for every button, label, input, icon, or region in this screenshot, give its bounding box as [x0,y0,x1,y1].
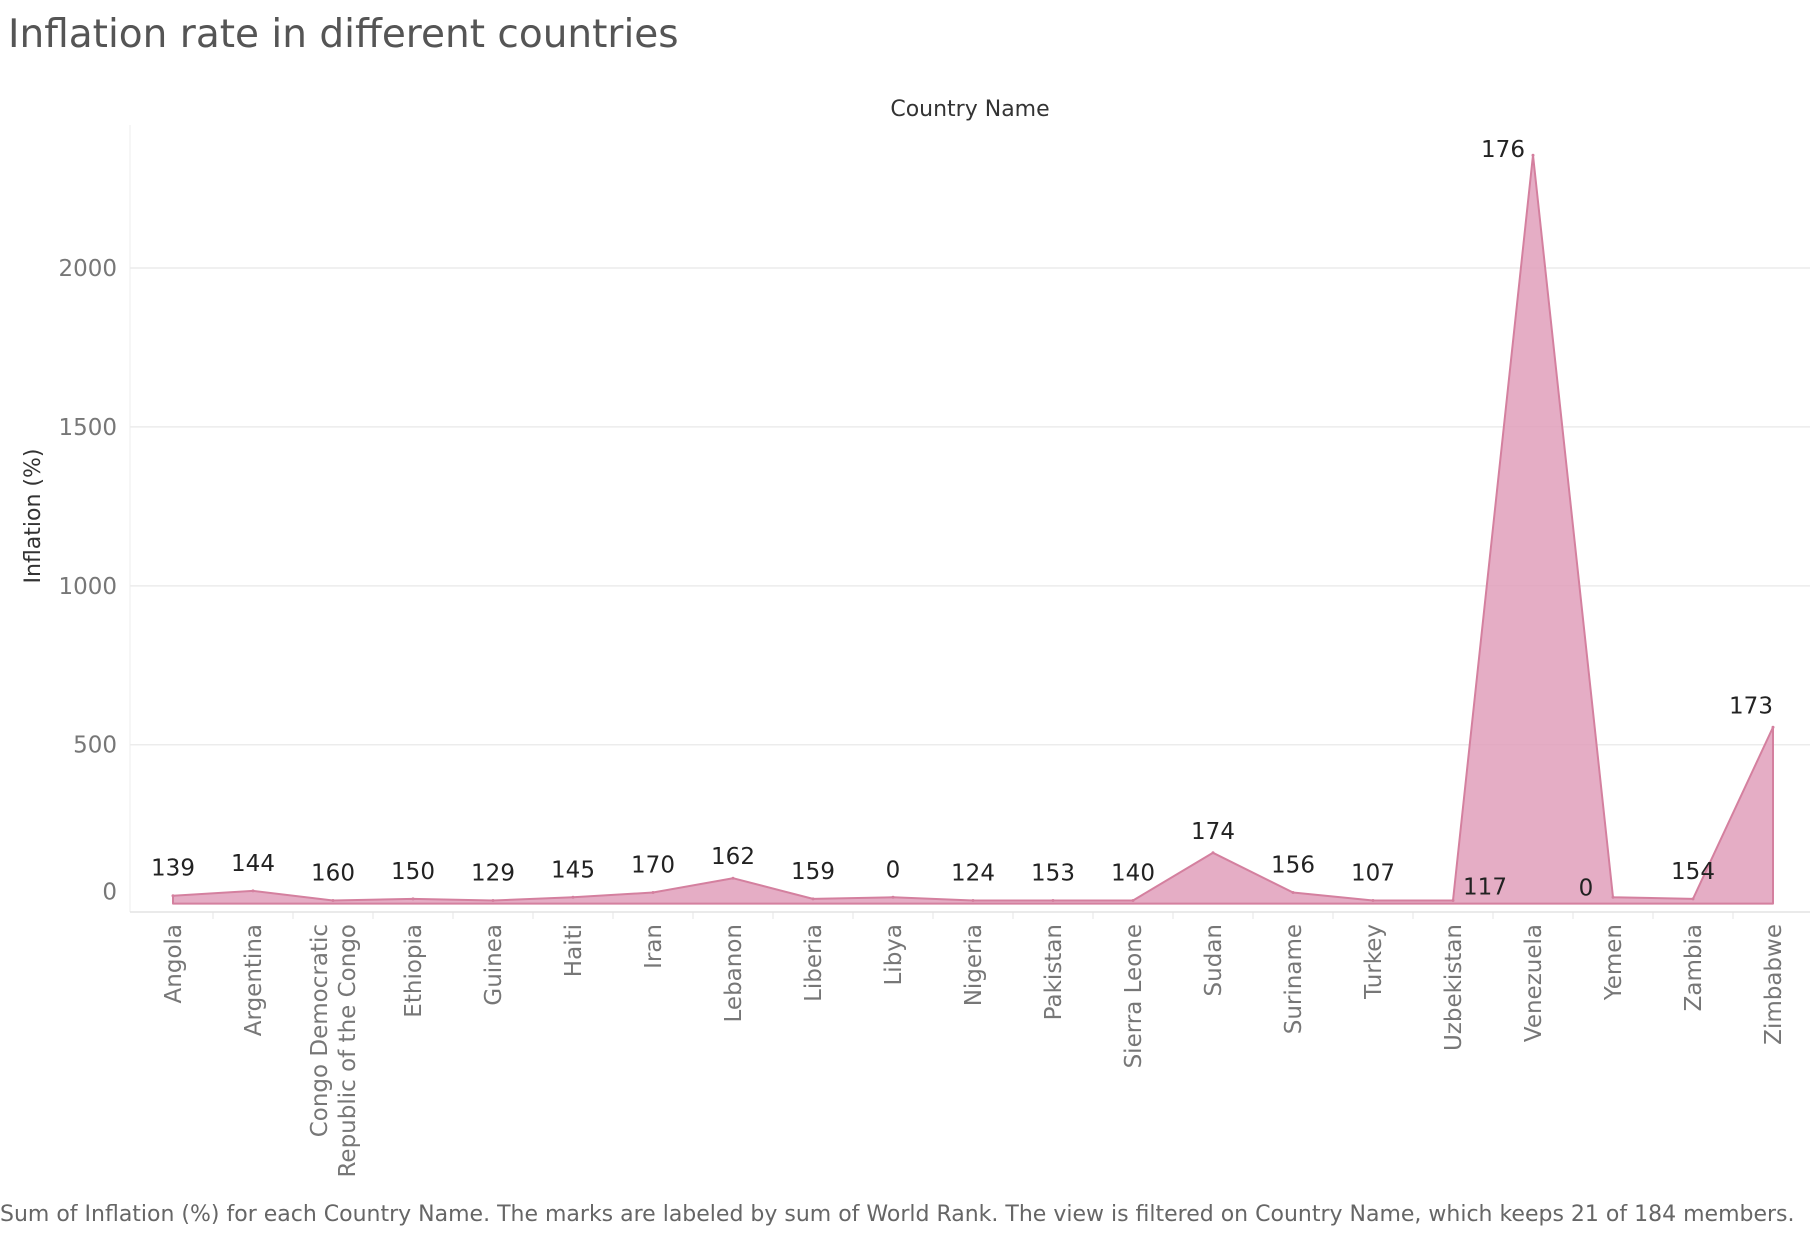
data-label: 174 [1191,819,1235,845]
data-label: 124 [951,860,995,886]
data-point-1 [251,889,255,893]
y-axis: 0 500 1000 1500 2000 [58,256,117,906]
area-series [171,153,1775,905]
x-category-label: Suriname [1281,924,1307,1034]
data-point-18 [1611,895,1615,899]
data-point-11 [1051,898,1055,902]
x-category-label: Guinea [481,924,507,1006]
data-label: 153 [1031,860,1075,886]
x-category-label: Libya [881,924,907,986]
data-label: 150 [391,859,435,885]
data-label: 170 [631,853,675,879]
data-label: 176 [1481,137,1525,163]
data-point-12 [1131,898,1135,902]
x-category-label: Republic of the Congo [335,924,361,1178]
data-point-20 [1771,725,1775,729]
data-point-2 [331,898,335,902]
data-label: 129 [471,860,515,886]
data-point-19 [1691,897,1695,901]
x-category-label: Venezuela [1521,924,1547,1042]
y-tick-label: 0 [102,880,117,906]
data-label: 159 [791,859,835,885]
data-point-0 [171,894,175,898]
y-tick-label: 1500 [58,415,117,441]
x-category-label: Sierra Leone [1121,924,1147,1068]
x-category-label: Congo Democratic [307,924,333,1137]
data-point-6 [651,891,655,895]
data-label: 0 [1579,875,1594,901]
x-category-label: Turkey [1361,924,1387,1000]
data-point-8 [811,897,815,901]
y-tick-label: 500 [73,733,117,759]
x-axis-header: Country Name [890,97,1049,122]
data-point-5 [571,895,575,899]
data-point-13 [1211,851,1215,855]
x-category-label: Iran [641,924,667,969]
data-point-17 [1531,153,1535,157]
x-category-label: Pakistan [1041,924,1067,1020]
x-category-label: Ethiopia [401,924,427,1018]
data-point-16 [1451,898,1455,902]
data-label: 160 [311,860,355,886]
data-point-7 [731,876,735,880]
data-label: 162 [711,844,755,870]
data-point-10 [971,898,975,902]
x-category-label: Angola [161,924,187,1003]
gridlines [129,125,1810,919]
x-category-label: Uzbekistan [1441,924,1467,1051]
x-category-label: Argentina [241,924,267,1036]
x-axis: Angola Argentina Congo Democratic Republic … [161,924,1787,1178]
inflation-area [172,154,1774,905]
chart-title: Inflation rate in different countries [8,12,679,57]
x-category-label: Haiti [561,924,587,977]
data-point-3 [411,897,415,901]
x-category-label: Lebanon [721,924,747,1022]
data-point-15 [1371,898,1375,902]
data-label: 0 [886,857,901,883]
data-label: 139 [151,856,195,882]
data-point-9 [891,895,895,899]
data-label: 144 [231,851,275,877]
data-label: 107 [1351,860,1395,886]
chart-caption: Sum of Inflation (%) for each Country Na… [0,1202,1795,1227]
data-label: 117 [1463,874,1507,900]
data-label: 154 [1671,859,1715,885]
y-axis-title: Inflation (%) [21,449,46,584]
data-label: 156 [1271,853,1315,879]
x-category-label: Nigeria [961,924,987,1006]
x-category-label: Yemen [1601,924,1627,1001]
x-category-label: Liberia [801,924,827,1002]
data-point-4 [491,898,495,902]
x-category-label: Zambia [1681,924,1707,1011]
data-point-14 [1291,891,1295,895]
y-tick-label: 2000 [58,256,117,282]
x-category-label: Sudan [1201,924,1227,996]
data-label: 173 [1729,693,1773,719]
data-label: 145 [551,857,595,883]
data-label: 140 [1111,860,1155,886]
data-labels: 139 144 160 150 129 145 170 162 159 0 124 153 140 174… [151,137,1773,901]
y-tick-label: 1000 [58,574,117,600]
x-category-label: Zimbabwe [1761,924,1787,1045]
